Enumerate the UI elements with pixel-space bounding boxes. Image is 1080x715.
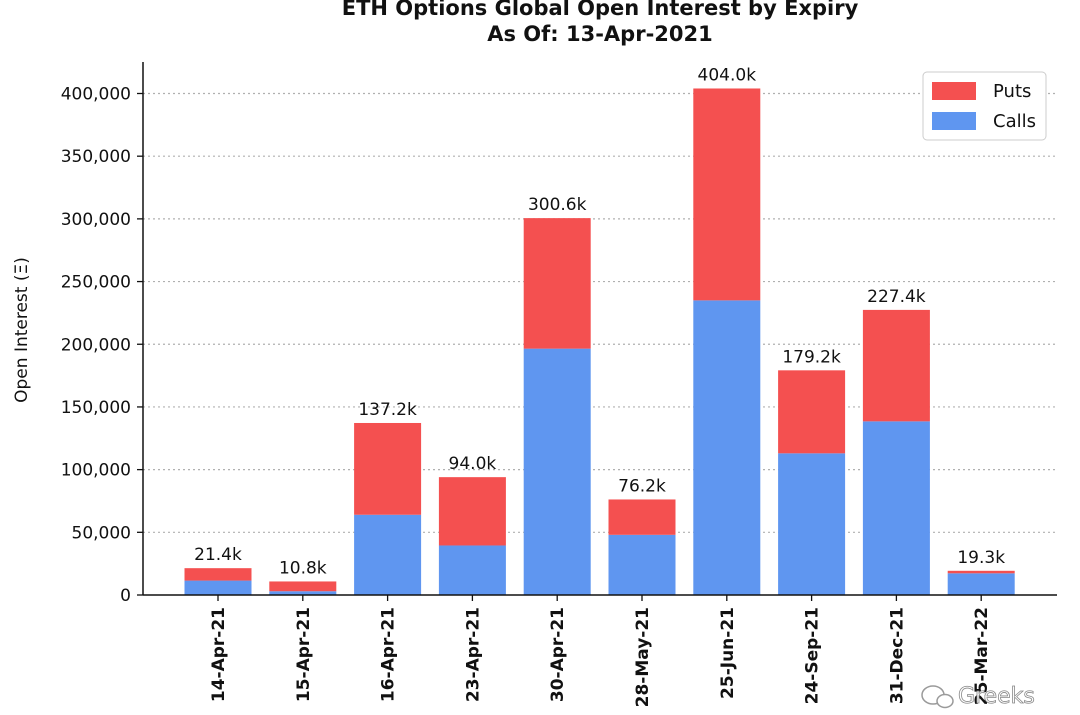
- bar-calls-4: [523, 348, 591, 595]
- x-tick-label: 24-Sep-21: [803, 607, 823, 704]
- bar-calls-7: [778, 453, 846, 595]
- chart-title: ETH Options Global Open Interest by Expi…: [342, 0, 859, 20]
- total-label: 404.0k: [698, 65, 757, 85]
- bar-puts-1: [269, 581, 337, 592]
- bar-calls-9: [947, 573, 1015, 595]
- total-labels: 21.4k 10.8k 137.2k 94.0k 300.6k 76.2k 404.0k 17…: [194, 65, 1005, 578]
- bar-calls-5: [608, 534, 676, 595]
- bar-puts-7: [778, 370, 846, 454]
- bar-puts-5: [608, 499, 676, 535]
- x-tick-label: 15-Apr-21: [294, 607, 314, 702]
- y-tick-label: 400,000: [61, 85, 131, 105]
- x-tick-label: 23-Apr-21: [463, 607, 483, 702]
- bars: [184, 88, 1015, 595]
- legend-swatch-calls: [932, 112, 976, 130]
- legend-label-calls: Calls: [993, 111, 1036, 132]
- y-tick-label: 50,000: [72, 523, 131, 543]
- chart-title-group: ETH Options Global Open Interest by Expi…: [342, 0, 859, 46]
- watermark-text: Greeks: [958, 684, 1035, 709]
- wechat-icon-bubble: [936, 693, 954, 709]
- total-label: 76.2k: [618, 476, 666, 496]
- total-label: 179.2k: [782, 347, 841, 367]
- bar-puts-4: [523, 218, 591, 349]
- x-axis-ticks: 14-Apr-21 15-Apr-21 16-Apr-21 23-Apr-21 30-A…: [209, 595, 992, 707]
- legend-swatch-puts: [932, 82, 976, 100]
- chart-subtitle: As Of: 13-Apr-2021: [487, 22, 713, 46]
- bar-calls-8: [862, 421, 930, 595]
- x-tick-label: 25-Mar-22: [972, 607, 992, 705]
- watermark: Greeks: [921, 684, 1035, 709]
- bar-puts-8: [862, 309, 930, 422]
- bar-puts-6: [693, 88, 761, 301]
- x-tick-label: 31-Dec-21: [887, 607, 907, 704]
- axes: [142, 62, 1057, 596]
- y-tick-label: 150,000: [61, 398, 131, 418]
- total-label: 19.3k: [957, 548, 1005, 568]
- y-tick-label: 350,000: [61, 147, 131, 167]
- y-axis-ticks: 0 50,000 100,000 150,000 200,000 250,000 300,0…: [61, 85, 143, 606]
- x-tick-label: 25-Jun-21: [718, 607, 738, 699]
- bar-puts-2: [354, 422, 422, 515]
- total-label: 21.4k: [194, 545, 242, 565]
- x-tick-label: 16-Apr-21: [379, 607, 399, 702]
- total-label: 137.2k: [358, 400, 417, 420]
- bar-calls-0: [184, 580, 252, 595]
- x-tick-label: 30-Apr-21: [548, 607, 568, 702]
- legend: Puts Calls: [922, 71, 1047, 141]
- bar-calls-6: [693, 300, 761, 595]
- y-tick-label: 100,000: [61, 461, 131, 481]
- bar-calls-3: [438, 545, 506, 595]
- x-tick-label: 28-May-21: [633, 607, 653, 707]
- y-tick-label: 300,000: [61, 210, 131, 230]
- y-axis-label: Open Interest (Ξ): [12, 257, 32, 403]
- bar-calls-2: [354, 514, 422, 595]
- total-label: 300.6k: [528, 195, 587, 215]
- bar-puts-0: [184, 568, 252, 581]
- total-label: 227.4k: [867, 287, 926, 307]
- bar-puts-9: [947, 570, 1015, 574]
- y-tick-label: 250,000: [61, 273, 131, 293]
- bar-calls-1: [269, 591, 337, 595]
- total-label: 94.0k: [449, 454, 497, 474]
- x-tick-label: 14-Apr-21: [209, 607, 229, 702]
- y-tick-label: 200,000: [61, 335, 131, 355]
- bar-puts-3: [438, 477, 506, 546]
- legend-label-puts: Puts: [993, 81, 1031, 102]
- total-label: 10.8k: [279, 558, 327, 578]
- y-tick-label: 0: [120, 586, 131, 606]
